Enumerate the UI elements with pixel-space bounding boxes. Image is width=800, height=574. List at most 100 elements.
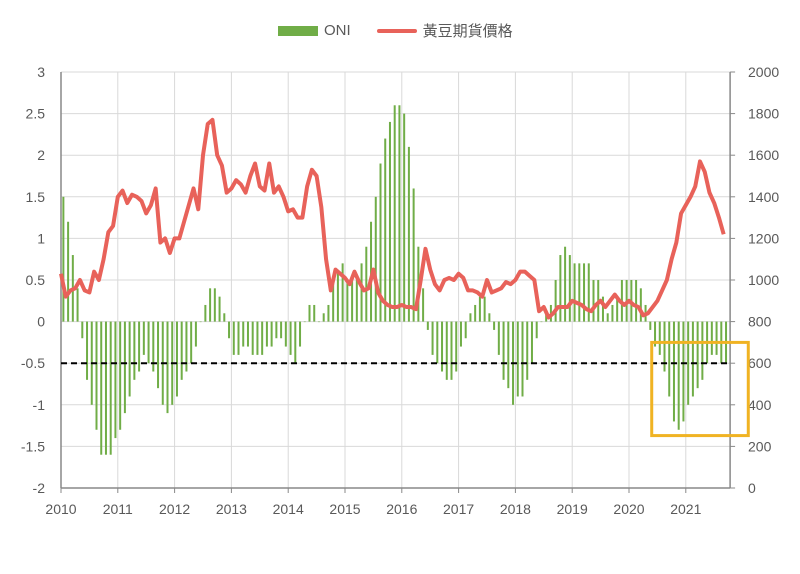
oni-bar (663, 321, 666, 372)
oni-bar (256, 321, 259, 355)
oni-bar (559, 255, 562, 322)
oni-bar (601, 296, 604, 322)
oni-bar (114, 321, 117, 439)
y-left-tick-label: 1.5 (26, 189, 46, 205)
oni-bar (242, 321, 245, 347)
oni-bar (677, 321, 680, 430)
oni-bar (682, 321, 685, 422)
oni-bar (62, 196, 65, 322)
oni-bar (341, 263, 344, 322)
y-left-tick-label: -1 (33, 397, 46, 413)
oni-bar (95, 321, 98, 430)
oni-bar (407, 146, 410, 322)
oni-bar (351, 280, 354, 322)
x-tick-label: 2013 (216, 501, 247, 517)
y-left-tick-label: -0.5 (21, 355, 45, 371)
oni-bar (180, 321, 183, 380)
oni-bar (431, 321, 434, 355)
y-left-tick-label: 1 (37, 230, 45, 246)
oni-bar (213, 288, 216, 322)
oni-bar (426, 321, 429, 330)
oni-bar (317, 321, 320, 323)
y-left-tick-label: 0 (37, 314, 45, 330)
oni-bar (204, 304, 207, 322)
oni-bar (488, 313, 491, 322)
x-tick-label: 2018 (500, 501, 531, 517)
y-right-tick-label: 200 (748, 438, 772, 454)
y-left-tick-label: 3 (37, 64, 45, 80)
oni-bar (587, 263, 590, 322)
y-left-tick-label: 0.5 (26, 272, 46, 288)
price-line (59, 117, 726, 320)
oni-bar (436, 321, 439, 364)
oni-bar (497, 321, 500, 355)
oni-bar (412, 188, 415, 322)
oni-bar (152, 321, 155, 372)
oni-bar (455, 321, 458, 372)
oni-bar (109, 321, 112, 455)
oni-bar (365, 246, 368, 322)
oni-bar (81, 321, 84, 339)
oni-bar (710, 321, 713, 355)
legend-price-label: 黃豆期貨價格 (422, 23, 513, 40)
oni-bar (308, 304, 311, 322)
y-left-tick-label: 2 (37, 147, 45, 163)
oni-bar (398, 105, 401, 322)
oni-bar (578, 263, 581, 322)
oni-bar (379, 163, 382, 322)
oni-bar (554, 280, 557, 322)
legend-price-swatch (376, 28, 417, 33)
oni-bar (199, 321, 202, 323)
oni-bar (123, 321, 126, 414)
oni-bar (445, 321, 448, 380)
oni-bar (119, 321, 122, 430)
oni-bar (583, 263, 586, 322)
x-tick-label: 2014 (273, 501, 304, 517)
oni-bar (270, 321, 273, 347)
oni-bar (76, 288, 79, 322)
legend-oni-swatch (278, 25, 318, 36)
oni-bar (469, 313, 472, 322)
oni-bar (232, 321, 235, 355)
oni-bar (649, 321, 652, 330)
oni-bar (128, 321, 131, 397)
oni-bar (313, 304, 316, 322)
x-tick-label: 2015 (329, 501, 360, 517)
oni-bar (540, 321, 543, 323)
oni-bar (294, 321, 297, 364)
oni-bar (284, 321, 287, 347)
oni-bar (336, 271, 339, 322)
oni-bar (464, 321, 467, 339)
oni-bar (218, 296, 221, 322)
oni-bar (696, 321, 699, 389)
oni-bar (360, 263, 363, 322)
oni-bar (592, 280, 595, 322)
oni-bar (322, 313, 325, 322)
oni-bar (668, 321, 671, 397)
x-tick-label: 2019 (557, 501, 588, 517)
oni-bar (502, 321, 505, 380)
oni-bar (493, 321, 496, 330)
y-right-tick-label: 800 (748, 314, 772, 330)
oni-bar (332, 280, 335, 322)
oni-bar (635, 280, 638, 322)
legend: ONI 黃豆期貨價格 (278, 20, 513, 41)
oni-bar (327, 304, 330, 322)
oni-bar (299, 321, 302, 347)
x-tick-label: 2020 (613, 501, 644, 517)
oni-bar (611, 304, 614, 322)
oni-bar (86, 321, 89, 380)
oni-bar (261, 321, 264, 355)
oni-bar (194, 321, 197, 347)
oni-bar (516, 321, 519, 397)
oni-bar (280, 321, 283, 339)
oni-bar (526, 321, 529, 380)
oni-bar (384, 138, 387, 322)
x-tick-label: 2016 (386, 501, 417, 517)
oni-bar (422, 288, 425, 322)
y-right-tick-label: 1600 (748, 147, 779, 163)
oni-bar (190, 321, 193, 364)
y-right-tick-label: 1200 (748, 230, 779, 246)
y-right-tick-label: 600 (748, 355, 772, 371)
